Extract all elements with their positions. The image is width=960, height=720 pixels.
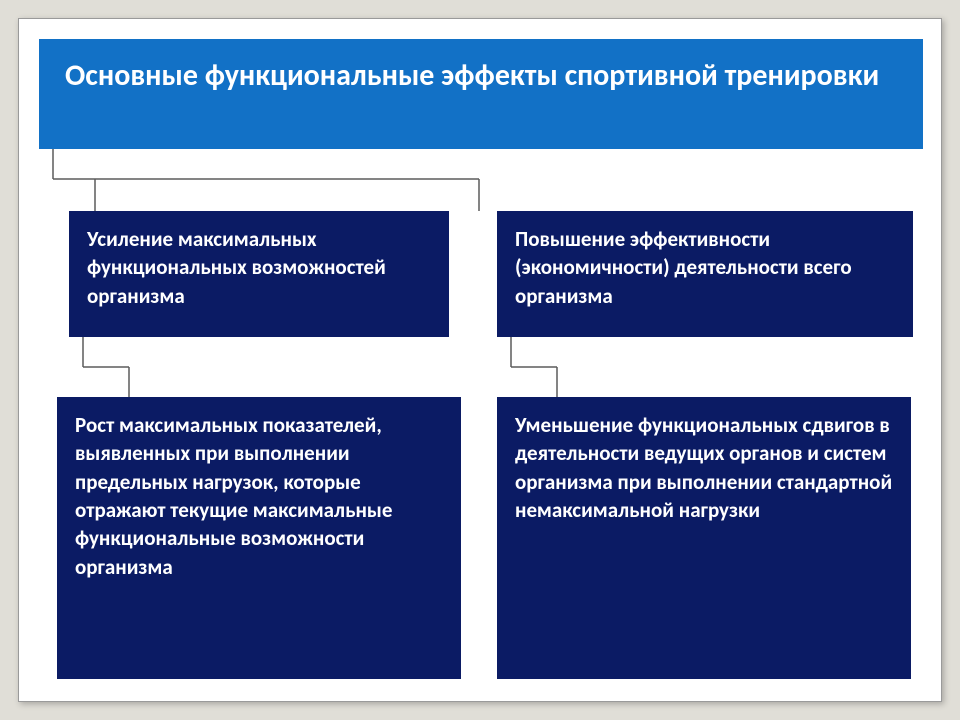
node-growth-text: Рост максимальных показателей, выявленны… — [75, 412, 392, 580]
node-strengthening: Усиление максимальных функциональных воз… — [69, 211, 449, 337]
diagram-card: Основные функциональные эффекты спортивн… — [18, 18, 942, 702]
node-reduction-text: Уменьшение функциональных сдвигов в деят… — [515, 412, 892, 523]
node-reduction: Уменьшение функциональных сдвигов в деят… — [497, 397, 911, 679]
node-strengthening-text: Усиление максимальных функциональных воз… — [87, 226, 386, 309]
node-efficiency-text: Повышение эффективности (экономичности) … — [515, 226, 852, 309]
diagram-title: Основные функциональные эффекты спортивн… — [39, 39, 923, 149]
node-efficiency: Повышение эффективности (экономичности) … — [497, 211, 913, 337]
diagram-title-text: Основные функциональные эффекты спортивн… — [65, 57, 879, 94]
node-growth: Рост максимальных показателей, выявленны… — [57, 397, 461, 679]
